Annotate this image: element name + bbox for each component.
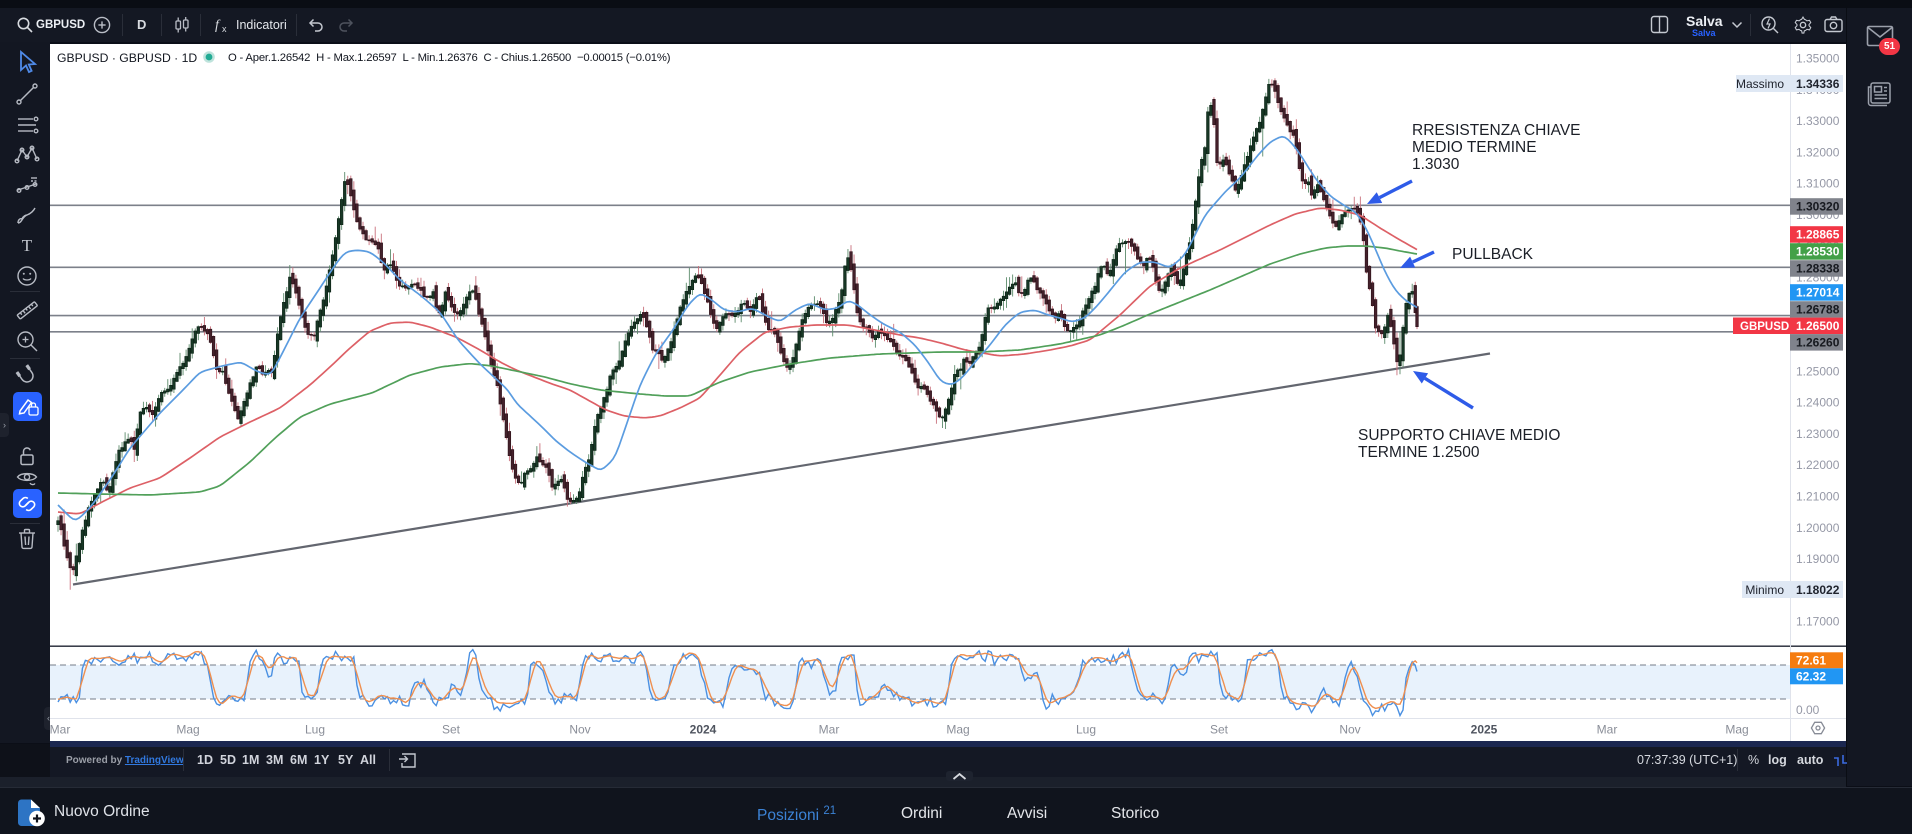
svg-text:Minimo: Minimo [1745, 583, 1784, 597]
svg-text:Nov: Nov [569, 723, 590, 737]
svg-text:TERMINE 1.2500: TERMINE 1.2500 [1358, 444, 1480, 461]
svg-text:1.30320: 1.30320 [1796, 200, 1840, 214]
svg-text:T: T [22, 236, 33, 255]
svg-text:GBPUSD: GBPUSD [1740, 321, 1789, 333]
svg-text:Nov: Nov [1339, 723, 1360, 737]
svg-text:1.28865: 1.28865 [1796, 228, 1840, 242]
svg-text:2024: 2024 [690, 723, 717, 737]
svg-text:Mag: Mag [1725, 723, 1748, 737]
svg-text:2025: 2025 [1471, 723, 1498, 737]
svg-text:1.22000: 1.22000 [1796, 458, 1840, 472]
svg-text:SUPPORTO CHIAVE MEDIO: SUPPORTO CHIAVE MEDIO [1358, 427, 1560, 444]
svg-text:1.28338: 1.28338 [1796, 262, 1840, 276]
svg-text:Mag: Mag [946, 723, 969, 737]
svg-text:1.26788: 1.26788 [1796, 303, 1840, 317]
svg-text:1.31000: 1.31000 [1796, 177, 1840, 191]
svg-text:Set: Set [1210, 723, 1229, 737]
svg-text:RRESISTENZA CHIAVE: RRESISTENZA CHIAVE [1412, 122, 1581, 139]
svg-text:1.26260: 1.26260 [1796, 336, 1840, 350]
svg-text:x: x [222, 24, 227, 34]
svg-text:1.26500: 1.26500 [1796, 319, 1840, 333]
svg-text:Mar: Mar [819, 723, 840, 737]
svg-text:1.24000: 1.24000 [1796, 396, 1840, 410]
svg-text:1.27014: 1.27014 [1796, 286, 1840, 300]
svg-text:1.35000: 1.35000 [1796, 52, 1840, 66]
svg-text:Lug: Lug [1076, 723, 1096, 737]
svg-text:Massimo: Massimo [1736, 77, 1784, 91]
svg-text:1.25000: 1.25000 [1796, 364, 1840, 378]
svg-text:72.61: 72.61 [1796, 654, 1826, 668]
svg-text:1.18022: 1.18022 [1796, 583, 1840, 597]
svg-text:Mar: Mar [1597, 723, 1618, 737]
svg-text:GBPUSD · GBPUSD · 1D: GBPUSD · GBPUSD · 1D [57, 51, 197, 65]
svg-text:1.3030: 1.3030 [1412, 156, 1460, 173]
svg-text:1.33000: 1.33000 [1796, 114, 1840, 128]
svg-text:1.19000: 1.19000 [1796, 552, 1840, 566]
svg-text:1.28530: 1.28530 [1796, 245, 1840, 259]
svg-text:1.21000: 1.21000 [1796, 490, 1840, 504]
svg-text:MEDIO TERMINE: MEDIO TERMINE [1412, 139, 1537, 156]
svg-text:1.23000: 1.23000 [1796, 427, 1840, 441]
svg-text:Set: Set [442, 723, 461, 737]
svg-text:O - Aper.1.26542 H - Max.1.26: O - Aper.1.26542 H - Max.1.26597 L - Min… [228, 52, 671, 64]
svg-text:PULLBACK: PULLBACK [1452, 246, 1534, 263]
svg-text:Mag: Mag [176, 723, 199, 737]
svg-text:1.17000: 1.17000 [1796, 615, 1840, 629]
svg-text:1.20000: 1.20000 [1796, 521, 1840, 535]
svg-text:62.32: 62.32 [1796, 670, 1826, 684]
svg-text:0.00: 0.00 [1796, 703, 1820, 717]
svg-text:Lug: Lug [305, 723, 325, 737]
svg-text:1.32000: 1.32000 [1796, 145, 1840, 159]
svg-text:Mar: Mar [50, 723, 70, 737]
svg-text:f: f [215, 18, 221, 33]
svg-text:1.34336: 1.34336 [1796, 77, 1840, 91]
